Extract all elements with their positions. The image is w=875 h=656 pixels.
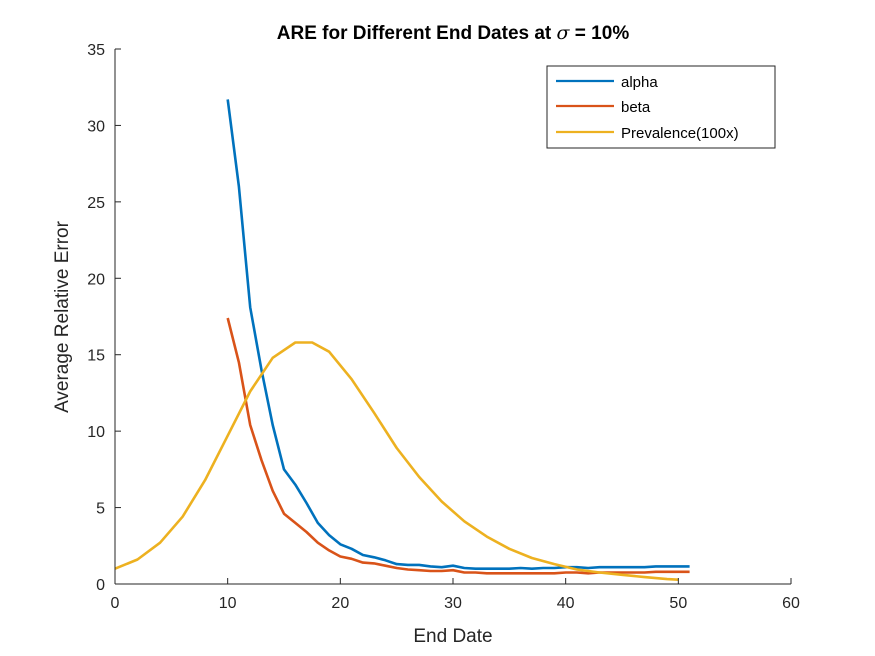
chart-title: ARE for Different End Dates at σ = 10% [277, 22, 630, 44]
x-tick-label: 40 [557, 595, 575, 612]
legend-label-alpha: alpha [621, 74, 658, 91]
y-tick-label: 5 [96, 501, 105, 518]
x-tick-label: 60 [782, 595, 800, 612]
y-tick-label: 0 [96, 577, 105, 594]
y-tick-label: 35 [87, 42, 105, 59]
series-line-prevalence [114, 341, 679, 581]
y-tick-label: 30 [87, 118, 105, 135]
series-line-alpha [226, 99, 690, 571]
series-layer [114, 99, 690, 581]
y-ticks: 0 5 10 15 20 25 30 35 [87, 42, 121, 594]
x-tick-label: 30 [444, 595, 462, 612]
legend-label-beta: beta [621, 99, 651, 116]
y-axis-label: Average Relative Error [52, 220, 73, 413]
y-tick-label: 15 [87, 348, 105, 365]
y-tick-label: 25 [87, 195, 105, 212]
x-axis-label: End Date [413, 626, 492, 647]
y-tick-label: 20 [87, 271, 105, 288]
legend: alpha beta Prevalence(100x) [546, 65, 776, 149]
y-tick-label: 10 [87, 424, 105, 441]
legend-label-prevalence: Prevalence(100x) [621, 125, 739, 142]
x-tick-label: 20 [331, 595, 349, 612]
x-tick-label: 0 [111, 595, 120, 612]
x-tick-label: 50 [669, 595, 687, 612]
x-ticks: 0 10 20 30 40 50 60 [111, 578, 800, 612]
x-tick-label: 10 [219, 595, 237, 612]
series-line-beta [226, 317, 690, 575]
